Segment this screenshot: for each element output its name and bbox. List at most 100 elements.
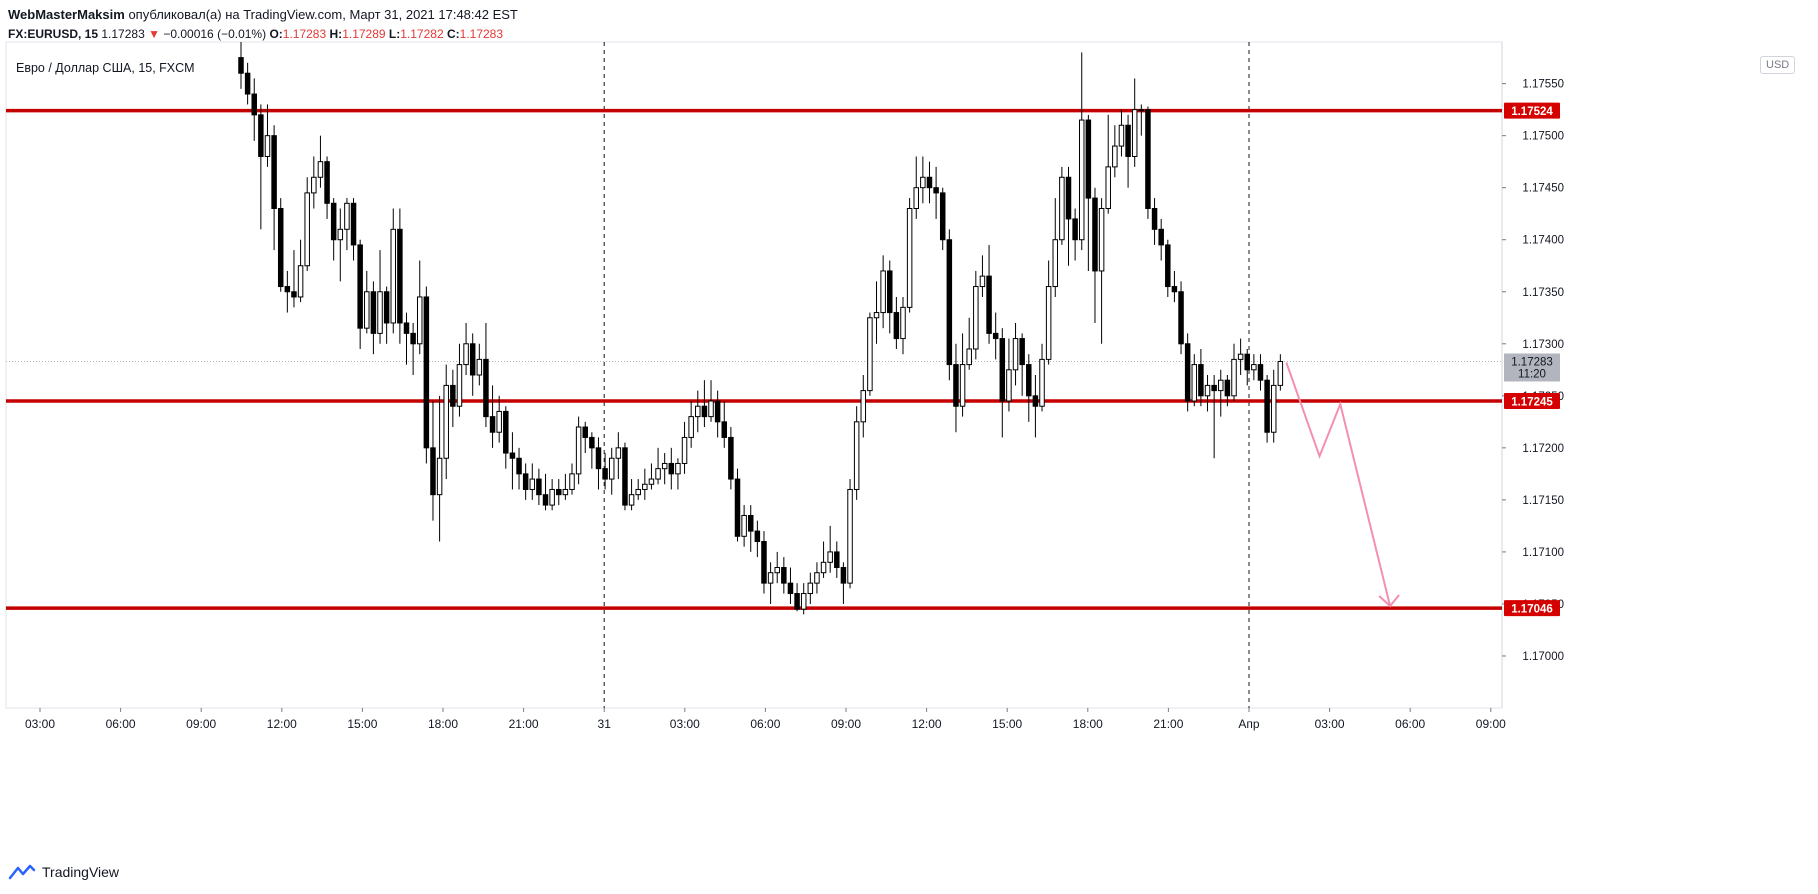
candle-up [364,291,370,329]
candle-down [701,405,708,418]
ohlc-bar: FX:EURUSD, 15 1.17283 ▼ −0.00016 (−0.01%… [8,26,503,42]
candle-down [1264,379,1270,433]
candle-down [1065,176,1072,220]
currency-badge[interactable]: USD [1760,56,1796,74]
candle-down [1165,244,1171,288]
candle-up [774,567,780,574]
author-name[interactable]: WebMasterMaksim [8,7,125,22]
candle-down [714,400,721,423]
candle-down [1019,338,1025,366]
candle-up [741,514,747,537]
open-value: 1.17283 [282,27,327,41]
close-label: C: [446,27,460,41]
candle-up [767,572,774,584]
candle-down [509,452,516,459]
candle-down [1125,124,1131,157]
candle-up [1059,176,1065,241]
candle-up [873,312,880,319]
projection-path[interactable] [1285,362,1392,607]
candle-down [1158,228,1164,246]
candle-down [1171,286,1178,293]
candle-up [906,208,913,308]
candle-up [959,364,966,407]
brand-label: TradingView [42,864,120,880]
x-tick-label: 21:00 [509,717,539,731]
candle-down [595,447,602,470]
candle-up [853,421,860,490]
candle-down [939,192,946,241]
candle-down [1184,343,1191,402]
candle-up [1191,364,1198,402]
candle-down [1032,395,1039,407]
tradingview-footer[interactable]: TradingView [8,864,119,880]
candle-down [1092,197,1098,272]
candle-up [880,270,886,314]
candle-up [814,572,820,584]
candle-down [410,332,416,345]
candle-down [589,436,595,449]
symbol-label: FX:EURUSD, 15 [8,27,99,41]
candle-down [1244,353,1250,371]
x-tick-label: 15:00 [347,717,377,731]
candle-down [1198,364,1204,397]
candle-down [522,473,529,490]
candle-down [992,332,999,340]
tradingview-logo-icon [8,864,36,880]
candle-up [800,593,807,610]
candle-up [1078,119,1085,241]
y-tick-label: 1.17300 [1522,339,1564,351]
candle-up [920,176,926,189]
candle-up [635,488,641,496]
candle-down [1072,218,1078,241]
candle-down [747,514,754,532]
candle-up [390,228,397,324]
candle-down [986,275,992,334]
publication-header: WebMasterMaksim опубликовал(а) на Tradin… [8,6,518,23]
candle-down [1224,379,1231,397]
y-tick-label: 1.17350 [1522,287,1564,299]
candle-down [728,436,734,480]
series-legend: Евро / Доллар США, 15, FXCM [16,61,195,75]
candle-down [330,202,337,241]
candle-down [503,410,509,454]
high-value: 1.17289 [342,27,386,41]
candle-up [463,343,469,366]
candle-up [675,462,681,475]
candle-down [721,421,728,438]
x-tick-label: 06:00 [1395,717,1425,731]
y-tick-label: 1.17100 [1522,547,1564,559]
level-price-label: 1.17524 [1511,106,1553,118]
candle-up [1118,124,1125,147]
candle-up [1231,358,1237,397]
x-tick-label: 18:00 [428,717,458,731]
candle-up [1251,364,1257,371]
candle-up [311,176,317,194]
candle-down [926,176,933,189]
candle-down [357,244,363,329]
down-arrow-icon: ▼ [148,27,160,41]
y-tick-label: 1.17000 [1522,651,1564,663]
candle-down [953,364,959,407]
candle-down [946,239,953,366]
candle-up [1237,353,1244,360]
x-tick-label: 03:00 [25,717,55,731]
candle-down [324,161,330,204]
candle-down [291,291,297,298]
x-tick-label: 03:00 [1315,717,1345,731]
candle-up [615,447,622,459]
candle-up [264,135,271,157]
candle-down [403,322,410,334]
candle-down [423,296,430,449]
candle-up [979,275,986,288]
candle-up [562,488,569,496]
candle-up [608,457,615,480]
candle-up [476,358,483,376]
x-tick-label: Апр [1238,717,1260,731]
candle-up [913,187,919,209]
x-tick-label: 12:00 [912,717,942,731]
candle-down [668,462,675,475]
y-tick-label: 1.17550 [1522,79,1564,91]
candle-up [847,488,853,584]
candle-up [695,405,701,418]
